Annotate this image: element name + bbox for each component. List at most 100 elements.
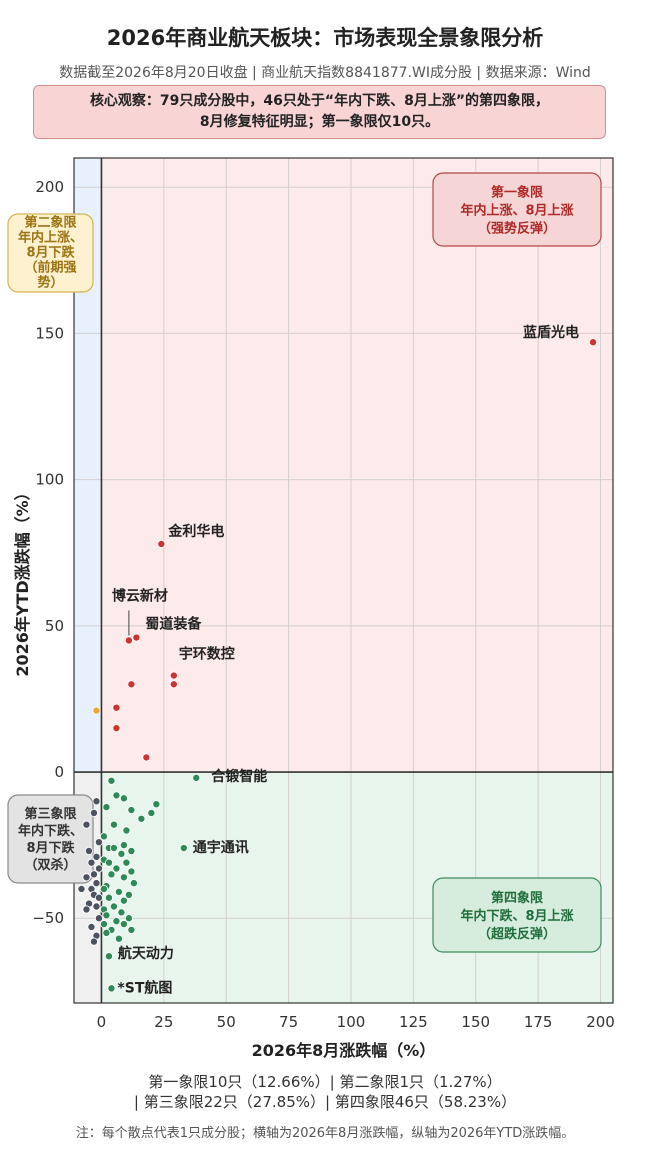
q3-label-box [7, 794, 94, 884]
q4-point [124, 890, 133, 899]
y-tick-label: 0 [54, 763, 64, 781]
q3-point [94, 893, 103, 902]
x-tick-label: 175 [524, 1013, 553, 1031]
q4-point [147, 808, 156, 817]
quadrant-1-background [101, 158, 614, 773]
q4-point [119, 794, 128, 803]
q1-point [112, 703, 121, 712]
q3-point [87, 922, 96, 931]
q3-point [92, 902, 101, 911]
q1-point [589, 338, 598, 347]
point-annotation: 合锻智能 [211, 768, 267, 785]
q4-point [109, 820, 118, 829]
q3-point [89, 937, 98, 946]
q3-label-line: （双杀） [24, 857, 76, 873]
q4-point [127, 846, 136, 855]
q4-point [119, 841, 128, 850]
q4-point [99, 920, 108, 929]
q4-point [117, 849, 126, 858]
q4-point [102, 911, 111, 920]
plot-frame [73, 157, 614, 1004]
stats-line-2: | 第三象限22只（27.85%）| 第四象限46只（58.23%） [133, 1093, 517, 1111]
q4-point [152, 800, 161, 809]
y-tick-label: −50 [32, 909, 64, 927]
q3-label-line: 年内下跌、 [18, 823, 83, 839]
q4-point [127, 925, 136, 934]
q4-point [99, 832, 108, 841]
x-tick-label: 0 [97, 1013, 107, 1031]
x-tick-label: 25 [154, 1013, 173, 1031]
q4-point [107, 984, 116, 993]
q3-point [92, 852, 101, 861]
q4-point [112, 917, 121, 926]
x-tick-label: 125 [399, 1013, 428, 1031]
q1-point [112, 724, 121, 733]
q2-label-line: 势） [37, 275, 63, 291]
x-tick-label: 100 [337, 1013, 366, 1031]
y-tick-label: 100 [35, 471, 64, 489]
q1-label-line: 第一象限 [491, 185, 544, 201]
point-annotation: 蜀道装备 [145, 616, 202, 633]
q3-point [77, 884, 86, 893]
q4-point [102, 928, 111, 937]
q3-point [92, 879, 101, 888]
q4-point [192, 773, 201, 782]
q3-point [94, 838, 103, 847]
q4-label-line: 年内下跌、8月上涨 [460, 908, 573, 924]
q1-label-line: 年内上涨、8月上涨 [460, 203, 573, 219]
q3-point [89, 808, 98, 817]
x-tick-label: 50 [217, 1013, 236, 1031]
q4-point [112, 864, 121, 873]
q4-label-line: （超跌反弹） [478, 926, 556, 942]
q1-point [132, 633, 141, 642]
q1-label-box [432, 172, 602, 247]
q4-point [127, 867, 136, 876]
q1-point [127, 680, 136, 689]
q3-label-line: 第三象限 [24, 806, 77, 822]
q4-point [122, 826, 131, 835]
y-tick-label: 50 [45, 617, 64, 635]
q4-point [112, 791, 121, 800]
point-annotation: 博云新材 [112, 587, 168, 604]
chart-subtitle: 数据截至2026年8月20日收盘 | 商业航天指数8841877.WI成分股 |… [59, 65, 591, 81]
q4-point [114, 934, 123, 943]
q3-point [94, 914, 103, 923]
point-annotation: 宇环数控 [179, 646, 235, 663]
scatter-chart: 0 25 50 75 100 125 150 175 200 −50 0 50 100 150 200 202… [7, 157, 615, 1060]
q3-point [82, 873, 91, 882]
q4-point [119, 873, 128, 882]
q4-point [119, 896, 128, 905]
q3-point [84, 846, 93, 855]
point-annotation: *ST航图 [117, 979, 172, 996]
q1-point [142, 753, 151, 762]
stats-line-1: 第一象限10只（12.66%）| 第二象限1只（1.27%） [148, 1073, 502, 1091]
q4-point [109, 844, 118, 853]
q1-point [157, 539, 166, 548]
q1-point [169, 680, 178, 689]
q4-point [137, 814, 146, 823]
q4-label-box [432, 877, 602, 953]
footnote: 注：每个散点代表1只成分股；横轴为2026年8月涨跌幅，纵轴为2026年YTD涨… [75, 1126, 575, 1141]
y-tick-label: 150 [35, 324, 64, 342]
insight-line-2: 8月修复特征明显；第一象限仅10只。 [199, 114, 440, 130]
q1-point [124, 636, 133, 645]
q4-point [114, 887, 123, 896]
y-axis-label: 2026年YTD涨跌幅（%） [13, 484, 32, 676]
chart-title: 2026年商业航天板块：市场表现全景象限分析 [106, 26, 544, 50]
q4-label-line: 第四象限 [491, 890, 544, 906]
q2-label-line: （前期强 [24, 260, 76, 276]
point-annotation: 蓝盾光电 [523, 324, 579, 341]
q4-point [104, 952, 113, 961]
point-annotation: 金利华电 [167, 523, 224, 540]
insight-box: 核心观察：79只成分股中，46只处于“年内下跌、8月上涨”的第四象限， 8月修复… [33, 85, 606, 139]
q4-point [124, 914, 133, 923]
x-tick-label: 150 [461, 1013, 490, 1031]
q4-point [122, 858, 131, 867]
q4-point [102, 803, 111, 812]
q3-label-line: 8月下跌 [26, 840, 75, 856]
q2-label-line: 8月下跌 [26, 245, 75, 261]
q3-point [92, 797, 101, 806]
q4-point [117, 908, 126, 917]
q3-point [82, 820, 91, 829]
q4-point [109, 902, 118, 911]
